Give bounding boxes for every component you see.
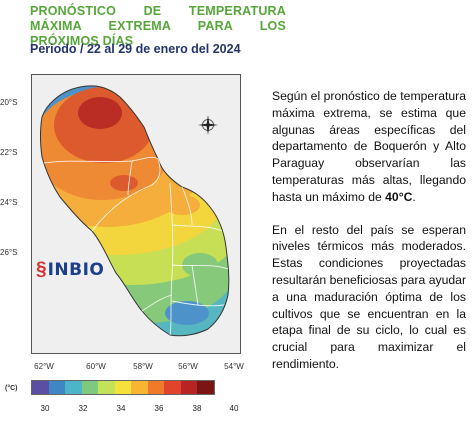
legend-tick-32: 32	[78, 404, 88, 413]
lon-label-62w: 62°W	[34, 362, 54, 371]
color-legend	[31, 380, 215, 395]
legend-tick-38: 38	[192, 404, 202, 413]
legend-cell-6	[131, 381, 148, 394]
legend-cell-0	[32, 381, 49, 394]
max-temperature-highlight: 40°C	[385, 189, 413, 204]
lat-label-24s: 24°S	[0, 198, 18, 207]
description-paragraph-1: Según el pronóstico de temperatura máxim…	[272, 89, 466, 204]
legend-cell-8	[164, 381, 181, 394]
legend-cell-2	[65, 381, 82, 394]
legend-cell-5	[114, 381, 131, 394]
legend-cell-4	[98, 381, 115, 394]
lat-label-26s: 26°S	[0, 248, 18, 257]
department-borders	[43, 156, 229, 336]
legend-cell-3	[81, 381, 98, 394]
lon-label-56w: 56°W	[178, 362, 198, 371]
legend-unit: (°C)	[5, 385, 18, 392]
lon-label-60w: 60°W	[86, 362, 106, 371]
inbio-logo-icon: §	[36, 259, 47, 280]
legend-tick-30: 30	[40, 404, 50, 413]
description-paragraph-2: En el resto del país se esperan niveles …	[272, 222, 466, 371]
legend-tick-40: 40	[229, 404, 239, 413]
legend-cell-1	[48, 381, 65, 394]
temperature-map	[31, 74, 241, 354]
lon-label-58w: 58°W	[133, 362, 153, 371]
legend-cell-10	[197, 381, 214, 394]
compass-rose-icon	[198, 115, 218, 135]
forecast-period: Periodo / 22 al 29 de enero del 2024	[30, 42, 241, 56]
legend-cell-7	[147, 381, 164, 394]
lon-label-54w: 54°W	[224, 362, 244, 371]
forecast-description: Según el pronóstico de temperatura máxim…	[272, 88, 466, 373]
legend-tick-36: 36	[154, 404, 164, 413]
lat-label-22s: 22°S	[0, 148, 18, 157]
page-title: PRONÓSTICO DE TEMPERATURA MÁXIMA EXTREMA…	[30, 4, 286, 48]
inbio-logo-text: INBIO	[47, 260, 105, 280]
legend-cell-9	[180, 381, 197, 394]
lat-label-20s: 20°S	[0, 98, 18, 107]
inbio-logo: § INBIO	[36, 259, 128, 280]
legend-tick-34: 34	[116, 404, 126, 413]
paraguay-temperature-map	[32, 75, 240, 353]
